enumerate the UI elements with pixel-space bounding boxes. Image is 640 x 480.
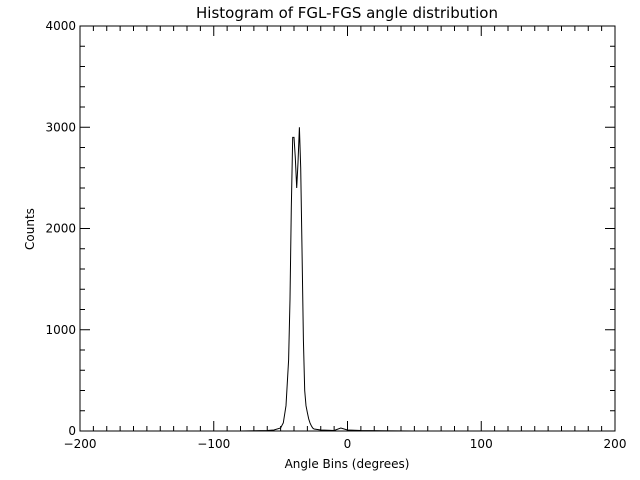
x-tick-label: 0 <box>344 437 352 451</box>
plot-frame <box>79 25 616 432</box>
y-tick-label: 3000 <box>45 120 76 134</box>
y-tick-label: 0 <box>68 424 76 438</box>
y-tick-label: 2000 <box>45 222 76 236</box>
x-tick-label: 200 <box>604 437 627 451</box>
y-axis-label: Counts <box>23 208 37 250</box>
data-series-layer <box>80 127 615 432</box>
x-tick-label: 100 <box>470 437 493 451</box>
chart-title: Histogram of FGL-FGS angle distribution <box>196 4 498 22</box>
x-tick-label: −200 <box>64 437 97 451</box>
x-tick-label: −100 <box>197 437 230 451</box>
x-axis-label: Angle Bins (degrees) <box>285 457 410 471</box>
y-tick-label: 4000 <box>45 19 76 33</box>
series-line <box>80 127 615 432</box>
y-tick-label: 1000 <box>45 323 76 337</box>
